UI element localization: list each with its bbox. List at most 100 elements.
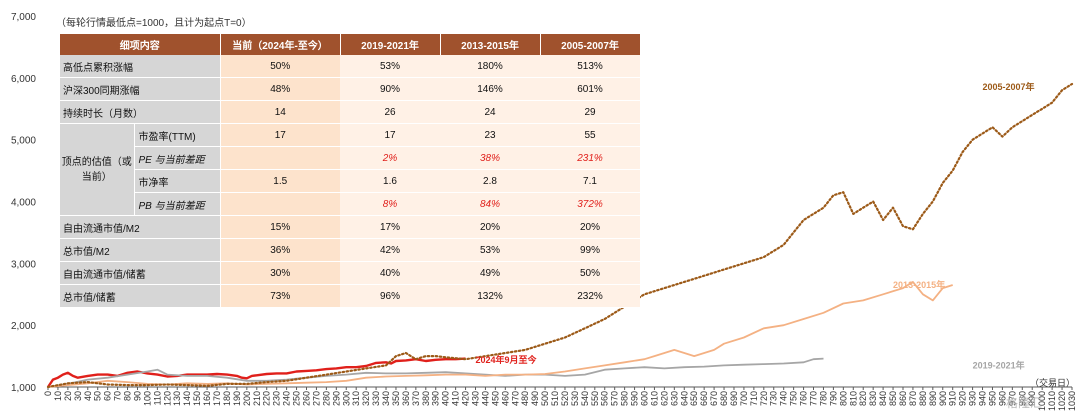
cell-2019-2021: 2%: [340, 146, 440, 170]
x-tick-label: 720: [759, 391, 769, 406]
row-label: 自由流通市值/储蓄: [60, 261, 221, 285]
cell-current: 30%: [220, 261, 340, 285]
cell-2005-2007: 231%: [540, 146, 640, 170]
x-tick-label: 120: [162, 391, 172, 406]
x-tick-label: 50: [93, 391, 103, 401]
table-row: PB 与当前差距 8% 84% 372%: [60, 192, 640, 216]
x-tick-label: 510: [550, 391, 560, 406]
table-row: 高低点累积涨幅 50% 53% 180% 513%: [60, 55, 640, 78]
cell-2019-2021: 42%: [340, 238, 440, 262]
x-tick-label: 680: [719, 391, 729, 406]
x-tick-label: 360: [401, 391, 411, 406]
cell-2019-2021: 17: [340, 123, 440, 147]
x-tick-label: 100: [142, 391, 152, 406]
x-tick-label: 60: [103, 391, 113, 401]
cell-2005-2007: 513%: [540, 55, 640, 78]
x-axis: 0 10 20 30 40 50 60 70 80 90 100 110 120 130 140 150 160…: [43, 386, 1077, 411]
x-tick-label: 770: [809, 391, 819, 406]
x-tick-label: 880: [918, 391, 928, 406]
cell-2013-2015: 24: [440, 100, 540, 124]
x-tick-label: 810: [848, 391, 858, 406]
x-tick-label: 1020: [1057, 391, 1067, 411]
table-row: 总市值/M2 36% 42% 53% 99%: [60, 238, 640, 262]
header-2013-2015: 2013-2015年: [440, 34, 541, 55]
x-tick-label: 1010: [1047, 391, 1057, 411]
x-tick-label: 200: [242, 391, 252, 406]
row-label: 市盈率(TTM): [134, 123, 221, 147]
x-tick-label: 740: [779, 391, 789, 406]
x-tick-label: 960: [997, 391, 1007, 406]
x-tick-label: 20: [63, 391, 73, 401]
x-tick-label: 850: [888, 391, 898, 406]
cell-2013-2015: 53%: [440, 238, 540, 262]
x-tick-label: 290: [331, 391, 341, 406]
y-axis-ticks: 1,000 2,000 3,000 4,000 5,000 6,000 7,000: [11, 12, 36, 394]
x-tick-label: 910: [948, 391, 958, 406]
x-tick-label: 1000: [1037, 391, 1047, 411]
y-tick-label: 4,000: [11, 198, 36, 209]
metrics-table: 细项内容 当前（2024年-至今） 2019-2021年 2013-2015年 …: [60, 34, 641, 308]
x-tick-label: 470: [510, 391, 520, 406]
cell-2019-2021: 1.6: [340, 169, 440, 193]
x-tick-label: 550: [590, 391, 600, 406]
y-tick-label: 3,000: [11, 259, 36, 270]
watermark: 格隆汇: [1006, 396, 1043, 410]
x-tick-label: 760: [799, 391, 809, 406]
x-tick-label: 80: [123, 391, 133, 401]
x-tick-label: 990: [1027, 391, 1037, 406]
cell-2005-2007: 55: [540, 123, 640, 147]
x-tick-label: 260: [301, 391, 311, 406]
series-label: 2019-2021年: [973, 359, 1025, 370]
x-tick-label: 300: [341, 391, 351, 406]
x-tick-label: 790: [828, 391, 838, 406]
cell-2019-2021: 17%: [340, 215, 440, 239]
x-tick-label: 650: [689, 391, 699, 406]
x-tick-label: 780: [818, 391, 828, 406]
x-tick-label: 240: [282, 391, 292, 406]
x-tick-label: 640: [679, 391, 689, 406]
header-item: 细项内容: [60, 34, 221, 55]
cell-2013-2015: 84%: [440, 192, 540, 216]
chart-note: （每轮行情最低点=1000，且计为起点T=0）: [56, 18, 252, 29]
series-lines: [46, 82, 1074, 389]
cell-2005-2007: 20%: [540, 215, 640, 239]
series-labels: 2024年9月至今 2019-2021年 2013-2015年 2005-2007年: [475, 81, 1034, 370]
x-tick-label: 840: [878, 391, 888, 406]
x-tick-label: 270: [311, 391, 321, 406]
x-tick-label: 230: [272, 391, 282, 406]
cell-current: [220, 146, 340, 170]
x-tick-label: 980: [1017, 391, 1027, 406]
x-axis-unit: （交易日）: [1030, 378, 1076, 388]
series-label: 2013-2015年: [893, 279, 945, 290]
cell-2019-2021: 90%: [340, 77, 440, 101]
x-tick-label: 350: [391, 391, 401, 406]
x-tick-label: 670: [709, 391, 719, 406]
cell-2005-2007: 372%: [540, 192, 640, 216]
x-tick-label: 370: [411, 391, 421, 406]
header-2019-2021: 2019-2021年: [340, 34, 441, 55]
cell-2013-2015: 132%: [440, 284, 540, 308]
x-tick-label: 250: [292, 391, 302, 406]
x-tick-label: 950: [987, 391, 997, 406]
valuation-group-label: 顶点的估值（或当前）: [60, 123, 135, 216]
x-tick-label: 340: [381, 391, 391, 406]
x-tick-label: 920: [958, 391, 968, 406]
cell-2019-2021: 53%: [340, 55, 440, 78]
x-tick-label: 890: [928, 391, 938, 406]
series-line: [46, 82, 1074, 389]
x-tick-label: 830: [868, 391, 878, 406]
row-label: PE 与当前差距: [134, 146, 221, 170]
table-row: 总市值/储蓄 73% 96% 132% 232%: [60, 284, 640, 308]
x-tick-label: 580: [620, 391, 630, 406]
x-tick-label: 0: [43, 391, 53, 396]
cell-2013-2015: 49%: [440, 261, 540, 285]
table-row: 持续时长（月数） 14 26 24 29: [60, 100, 640, 124]
row-label: 沪深300同期涨幅: [60, 77, 221, 101]
y-tick-label: 6,000: [11, 74, 36, 85]
x-tick-label: 1030: [1067, 391, 1077, 411]
x-tick-label: 530: [570, 391, 580, 406]
cell-2019-2021: 40%: [340, 261, 440, 285]
x-tick-label: 800: [838, 391, 848, 406]
cell-2005-2007: 99%: [540, 238, 640, 262]
